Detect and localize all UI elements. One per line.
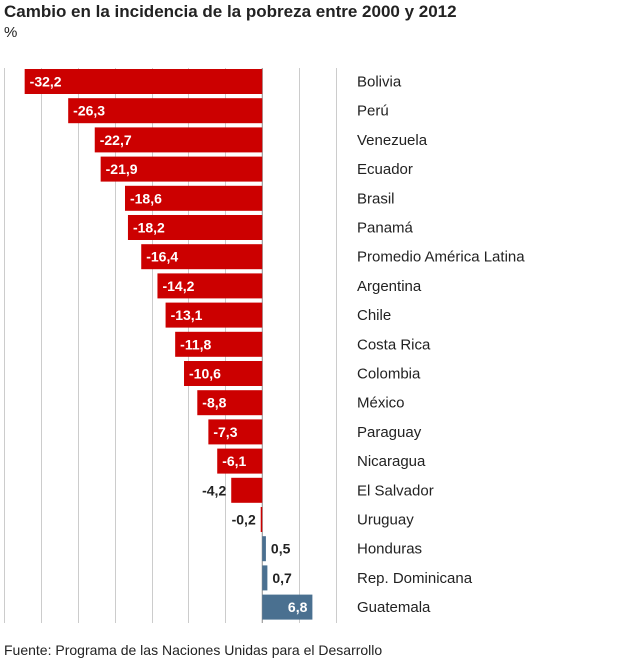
category-label: Colombia [357, 366, 421, 383]
bar-value-label: 0,5 [271, 541, 291, 557]
bar [217, 448, 263, 474]
bar-value-label: -14,2 [162, 278, 194, 294]
category-label: Rep. Dominicana [357, 570, 473, 587]
bar [231, 477, 263, 503]
value-labels: -32,2 -26,3 -22,7 -21,9 -18,6 -18,2 -16,4 -14,2… [30, 74, 308, 616]
category-label: México [357, 395, 405, 412]
bar [260, 507, 263, 532]
category-label: Venezuela [357, 132, 428, 149]
bar-value-label: -11,8 [180, 336, 211, 352]
category-label: Bolivia [357, 74, 402, 91]
bar-value-label: -0,2 [232, 512, 256, 528]
bar-value-label: -26,3 [73, 103, 105, 119]
bar-value-label: -8,8 [202, 395, 226, 411]
bar [197, 390, 263, 416]
bars [24, 69, 313, 620]
bar-value-label: -6,1 [222, 453, 246, 469]
category-label: Panamá [357, 220, 414, 237]
bar [165, 302, 263, 328]
bar-value-label: -22,7 [100, 132, 132, 148]
bar-chart: -32,2 -26,3 -22,7 -21,9 -18,6 -18,2 -16,4 -14,2… [4, 68, 525, 623]
bar-value-label: -10,6 [189, 366, 221, 382]
category-label: Perú [357, 103, 389, 120]
bar-value-label: -16,4 [146, 249, 178, 265]
category-label: Uruguay [357, 512, 414, 529]
bar [262, 594, 313, 620]
category-label: Brasil [357, 190, 395, 207]
bar [141, 244, 263, 270]
bar [262, 536, 266, 562]
bar [184, 361, 263, 386]
bar-value-label: -21,9 [106, 161, 138, 177]
bar [262, 565, 268, 591]
bar [68, 98, 263, 124]
bar-value-label: 0,7 [272, 570, 292, 586]
category-labels: Bolivia Perú Venezuela Ecuador Brasil Panamá P… [357, 74, 525, 617]
category-label: Chile [357, 307, 391, 324]
bar [208, 419, 263, 445]
category-label: Honduras [357, 541, 422, 558]
bar [175, 331, 263, 357]
category-label: Guatemala [357, 599, 431, 616]
category-label: Promedio América Latina [357, 249, 525, 266]
category-label: Paraguay [357, 424, 422, 441]
chart-source: Fuente: Programa de las Naciones Unidas … [4, 642, 383, 658]
bar [100, 156, 263, 182]
bar [127, 215, 263, 240]
bar-value-label: -32,2 [30, 74, 62, 90]
bar-value-label: -18,2 [133, 220, 165, 236]
category-label: Argentina [357, 278, 422, 295]
bar-value-label: -4,2 [202, 482, 226, 498]
category-label: Ecuador [357, 161, 413, 178]
bar [24, 69, 263, 94]
bar [94, 127, 263, 153]
category-label: Nicaragua [357, 453, 426, 470]
bar [157, 273, 263, 299]
chart-title: Cambio en la incidencia de la pobreza en… [4, 2, 457, 21]
category-label: El Salvador [357, 482, 434, 499]
category-label: Costa Rica [357, 336, 431, 353]
bar-value-label: 6,8 [288, 599, 308, 615]
bar-value-label: -18,6 [130, 190, 162, 206]
bar-value-label: -13,1 [171, 307, 203, 323]
chart-unit: % [4, 24, 18, 41]
bar [124, 185, 263, 211]
bar-value-label: -7,3 [213, 424, 237, 440]
